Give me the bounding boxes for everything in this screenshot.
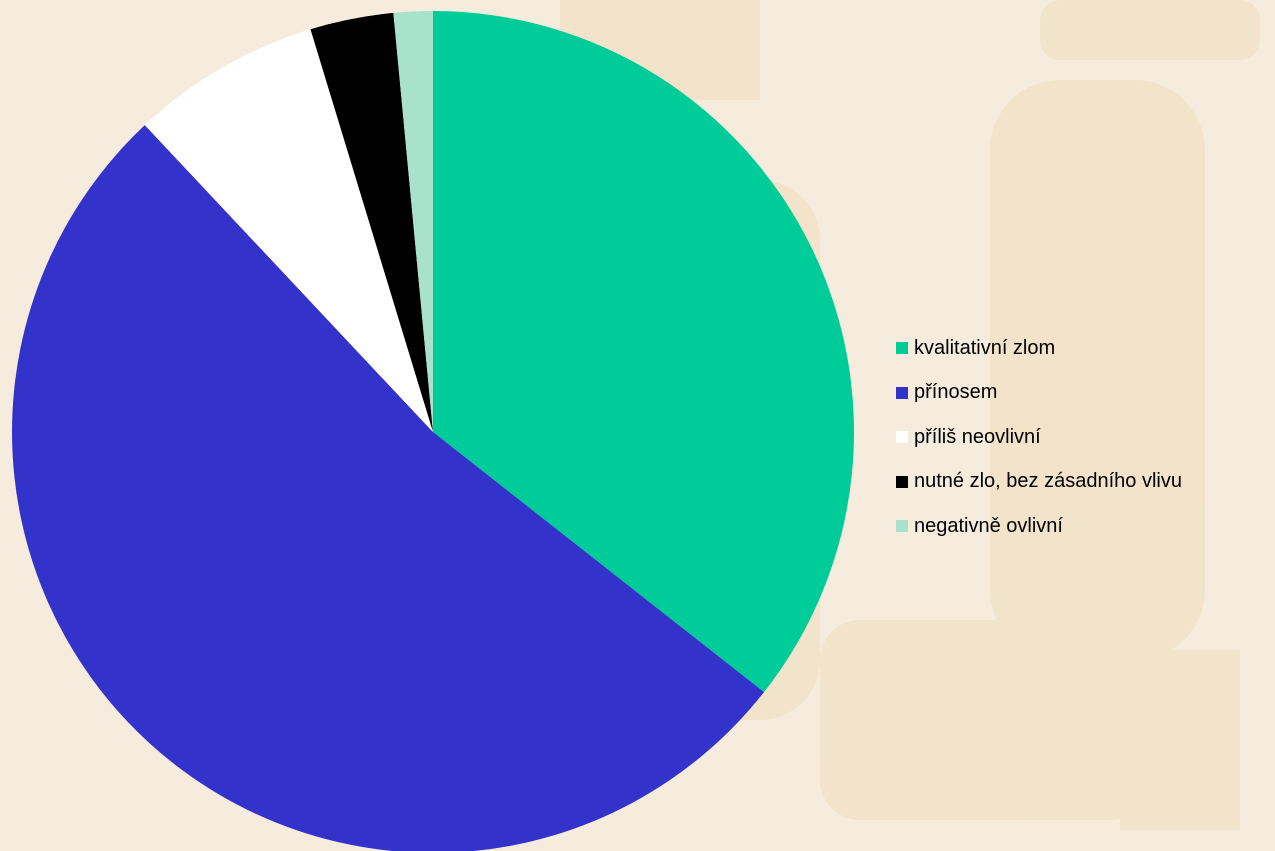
pie-slice [144, 29, 433, 432]
legend-swatch [896, 342, 908, 355]
pie-slice [433, 11, 855, 693]
legend-swatch [896, 475, 908, 488]
legend-item: nutné zlo, bez zásadního vlivu [896, 460, 1182, 505]
legend-label: přínosem [914, 381, 998, 404]
pie-slice [12, 125, 765, 851]
legend-swatch [896, 386, 908, 399]
legend-item: kvalitativní zlom [896, 326, 1182, 371]
legend-item: negativně ovlivní [896, 504, 1182, 549]
chart-legend: kvalitativní zlom přínosem příliš neovlivn… [896, 326, 1182, 549]
legend-label: nutné zlo, bez zásadního vlivu [914, 470, 1182, 493]
legend-item: příliš neovlivní [896, 415, 1182, 460]
legend-label: negativně ovlivní [914, 514, 1063, 537]
legend-label: kvalitativní zlom [914, 336, 1056, 359]
legend-swatch [896, 520, 908, 533]
pie-slice [393, 11, 433, 432]
legend-item: přínosem [896, 371, 1182, 416]
legend-swatch [896, 431, 908, 444]
legend-label: příliš neovlivní [914, 425, 1041, 448]
pie-slice [310, 12, 433, 433]
